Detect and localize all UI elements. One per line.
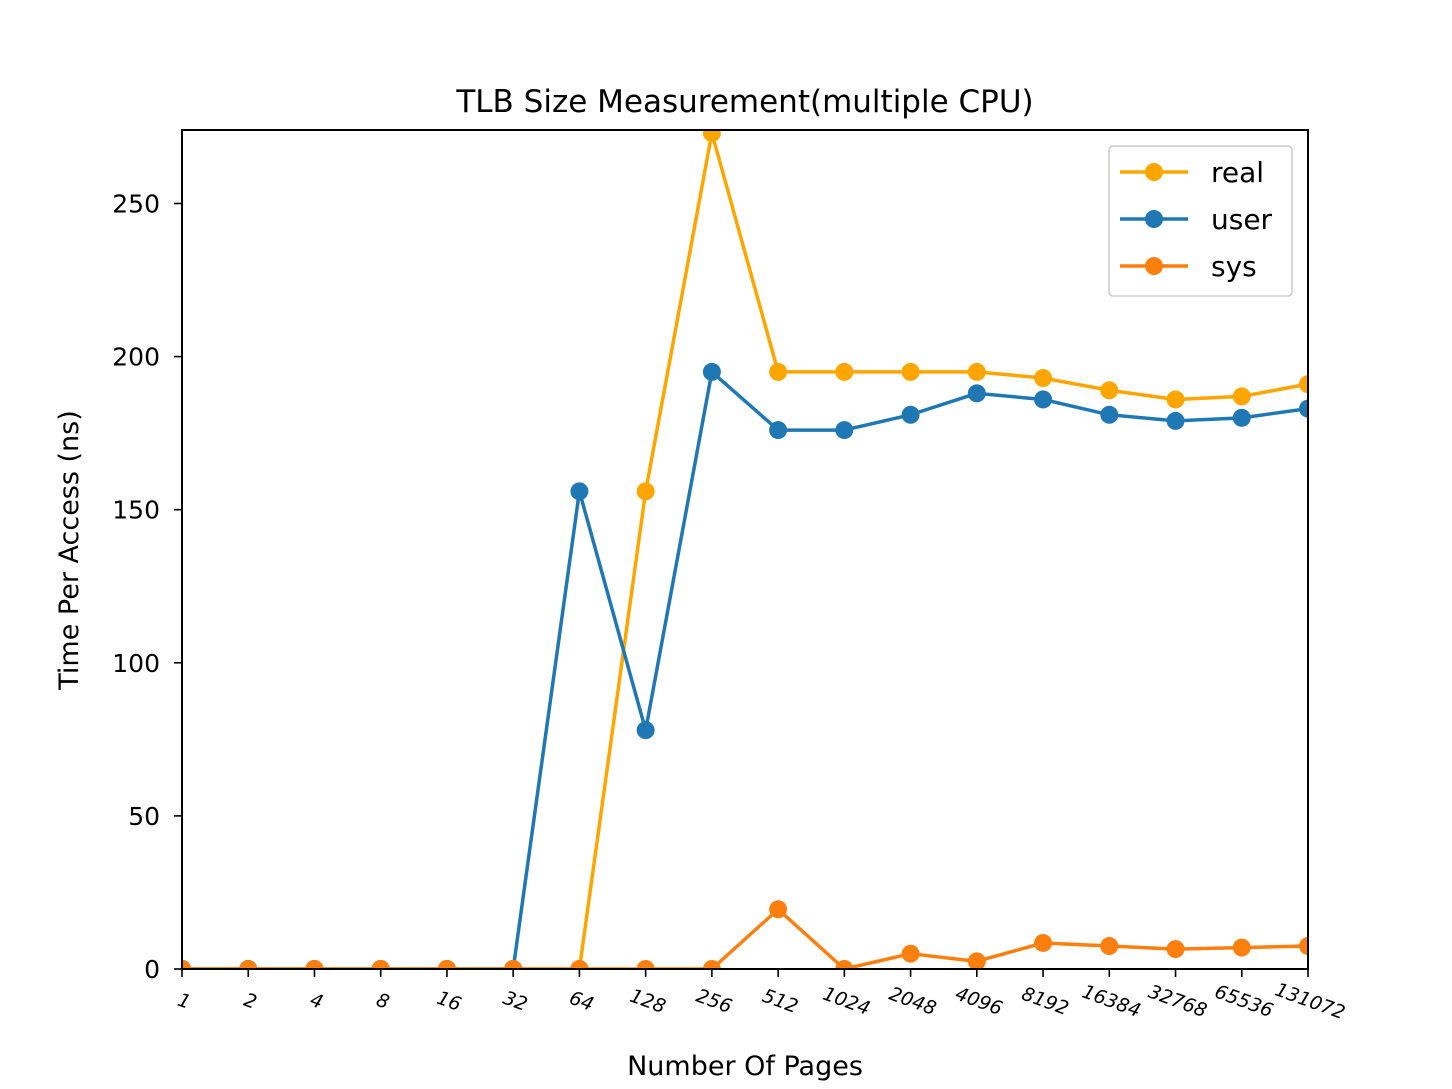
legend-label-real: real [1211,156,1264,189]
data-point-real [769,362,788,381]
data-point-sys [636,960,655,969]
data-point-real [702,130,721,143]
data-point-sys [239,960,258,969]
data-point-user [1299,399,1308,418]
axes-frame [181,129,1309,970]
data-point-sys [1299,937,1308,956]
data-point-sys [769,900,788,919]
data-point-sys [504,960,523,969]
data-point-sys [437,960,456,969]
legend-label-user: user [1211,203,1273,236]
data-point-sys [901,944,920,963]
legend-marker-sys [1145,257,1163,275]
data-point-sys [1232,938,1251,957]
data-point-sys [1100,937,1119,956]
data-point-user [835,421,854,440]
data-point-real [1166,390,1185,409]
data-point-real [1034,369,1053,388]
data-point-user [1034,390,1053,409]
data-point-real [1100,381,1119,400]
y-tick-label: 200 [112,343,160,372]
y-axis: 0 50 100 150 200 250 [112,189,182,984]
data-point-user [570,482,589,501]
data-point-real [967,362,986,381]
data-point-sys [1034,933,1053,952]
data-point-real [636,482,655,501]
x-axis-label: Number Of Pages [627,1051,863,1082]
data-point-user [636,721,655,740]
data-point-user [769,421,788,440]
y-tick-label: 150 [112,496,160,525]
data-point-sys [1166,940,1185,959]
y-tick-label: 100 [112,649,160,678]
data-point-real [1232,387,1251,406]
data-point-sys [305,960,324,969]
data-point-user [1166,411,1185,430]
series-line-user [182,370,1308,969]
series-line-sys [182,907,1308,969]
y-axis-label: Time Per Access (ns) [54,410,85,691]
legend-marker-user [1145,210,1163,228]
data-point-sys [702,960,721,969]
y-tick-label: 0 [144,955,160,984]
data-point-sys [835,960,854,969]
y-tick-label: 50 [128,802,160,831]
chart-title: TLB Size Measurement(multiple CPU) [455,84,1033,120]
plot-area [182,130,1308,969]
data-point-user [901,405,920,424]
data-point-real [901,362,920,381]
data-point-real [835,362,854,381]
data-point-user [1100,405,1119,424]
legend: real user sys [1108,145,1293,297]
data-point-sys [182,960,191,969]
legend-label-sys: sys [1211,250,1257,283]
data-point-user [967,384,986,403]
data-point-sys [371,960,390,969]
y-tick-label: 250 [112,189,160,218]
data-point-sys [967,952,986,969]
data-point-real [1299,375,1308,394]
data-point-sys [570,960,589,969]
plot-clipped-layer [182,130,1308,969]
data-point-user [702,362,721,381]
series-line-real [182,131,1308,969]
data-point-user [1232,408,1251,427]
legend-marker-real [1145,163,1163,181]
